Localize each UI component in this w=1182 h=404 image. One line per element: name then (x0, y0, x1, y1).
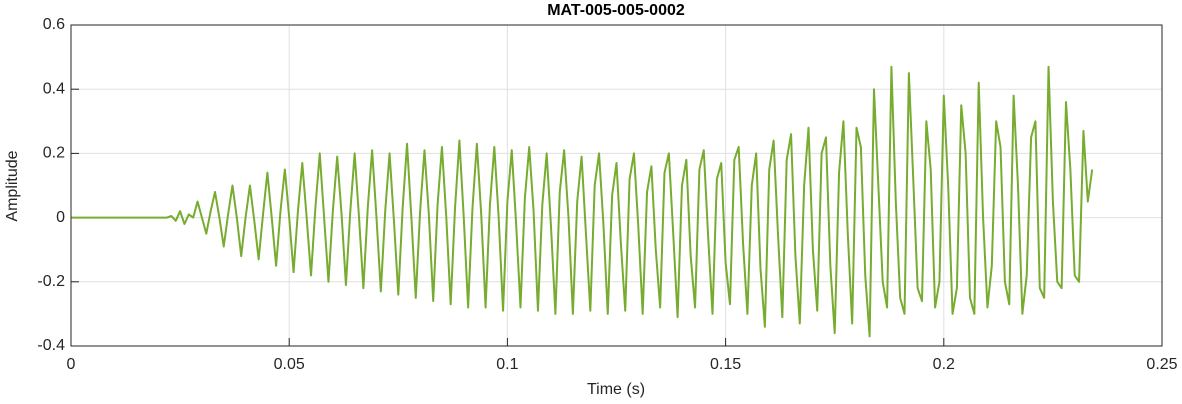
y-tick-label: 0.2 (43, 145, 65, 162)
x-tick-label: 0 (67, 356, 76, 373)
y-tick-label: 0 (56, 209, 65, 226)
y-tick-label: 0.6 (43, 16, 65, 33)
x-tick-label: 0.2 (933, 356, 955, 373)
signal-line (71, 65, 1094, 338)
y-tick-label: -0.4 (37, 337, 65, 354)
x-axis-label: Time (s) (587, 381, 645, 398)
chart-title: MAT-005-005-0002 (547, 2, 685, 19)
y-tick-label: 0.4 (43, 80, 65, 97)
x-tick-label: 0.05 (274, 356, 305, 373)
y-axis-label: Amplitude (4, 150, 21, 221)
y-tick-label: -0.2 (37, 273, 65, 290)
x-tick-label: 0.1 (496, 356, 518, 373)
axes-box (70, 24, 1163, 347)
x-tick-label: 0.25 (1146, 356, 1177, 373)
x-tick-label: 0.15 (710, 356, 741, 373)
plot-area (71, 25, 1162, 346)
